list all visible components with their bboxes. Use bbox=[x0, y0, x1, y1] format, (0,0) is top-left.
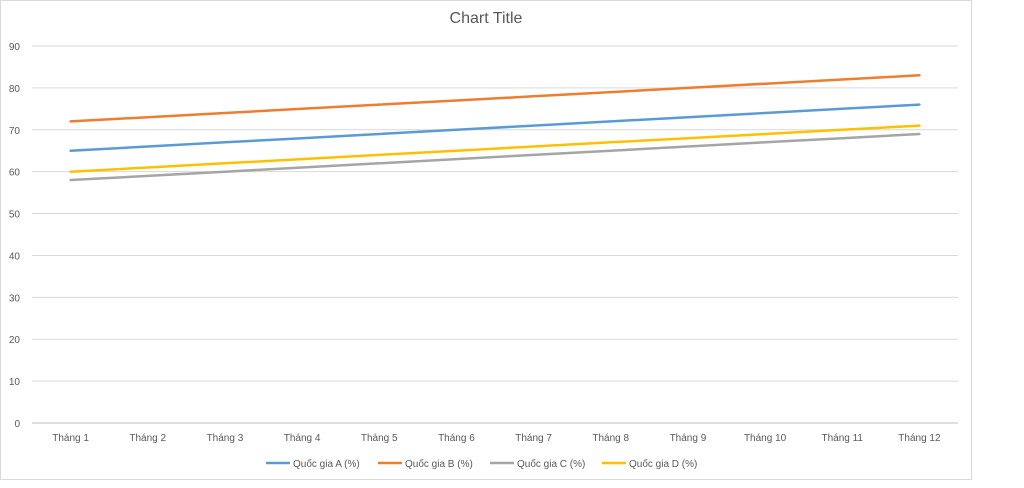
y-tick-label: 20 bbox=[9, 335, 21, 346]
y-tick-label: 80 bbox=[9, 84, 21, 95]
series-lines bbox=[69, 74, 921, 182]
x-tick-label: Tháng 6 bbox=[438, 433, 475, 444]
chart-title: Chart Title bbox=[449, 10, 523, 27]
x-tick-label: Tháng 10 bbox=[744, 433, 787, 444]
series-line-4 bbox=[69, 124, 921, 173]
y-tick-label: 40 bbox=[9, 251, 21, 262]
x-tick-label: Tháng 8 bbox=[592, 433, 629, 444]
series-line-2 bbox=[69, 74, 921, 123]
y-tick-label: 90 bbox=[9, 42, 21, 53]
y-tick-label: 0 bbox=[14, 419, 20, 430]
legend: Quốc gia A (%) Quốc gia B (%) Quốc gia C (… bbox=[266, 458, 697, 470]
x-tick-label: Tháng 7 bbox=[515, 433, 552, 444]
series-line-1 bbox=[69, 103, 921, 152]
legend-label-1: Quốc gia A (%) bbox=[293, 458, 360, 470]
x-tick-label: Tháng 9 bbox=[670, 433, 707, 444]
x-tick-label: Tháng 3 bbox=[207, 433, 244, 444]
legend-label-2: Quốc gia B (%) bbox=[405, 458, 473, 470]
y-axis-ticks: 0 10 20 30 40 50 60 70 80 90 bbox=[9, 42, 21, 430]
y-tick-label: 70 bbox=[9, 126, 21, 137]
x-axis-ticks: Tháng 1 Tháng 2 Tháng 3 Tháng 4 Tháng 5 Tháng… bbox=[52, 433, 941, 444]
x-tick-label: Tháng 5 bbox=[361, 433, 398, 444]
y-tick-label: 10 bbox=[9, 377, 21, 388]
x-tick-label: Tháng 4 bbox=[284, 433, 321, 444]
y-tick-label: 50 bbox=[9, 210, 21, 221]
y-tick-label: 30 bbox=[9, 293, 21, 304]
legend-label-4: Quốc gia D (%) bbox=[629, 458, 697, 470]
gridlines bbox=[32, 45, 958, 424]
x-tick-label: Tháng 2 bbox=[129, 433, 166, 444]
x-tick-label: Tháng 11 bbox=[821, 433, 863, 444]
chart-frame bbox=[0, 0, 972, 480]
legend-label-3: Quốc gia C (%) bbox=[517, 458, 585, 470]
x-tick-label: Tháng 12 bbox=[898, 433, 941, 444]
x-tick-label: Tháng 1 bbox=[52, 433, 89, 444]
y-tick-label: 60 bbox=[9, 168, 21, 179]
series-line-3 bbox=[69, 132, 921, 182]
